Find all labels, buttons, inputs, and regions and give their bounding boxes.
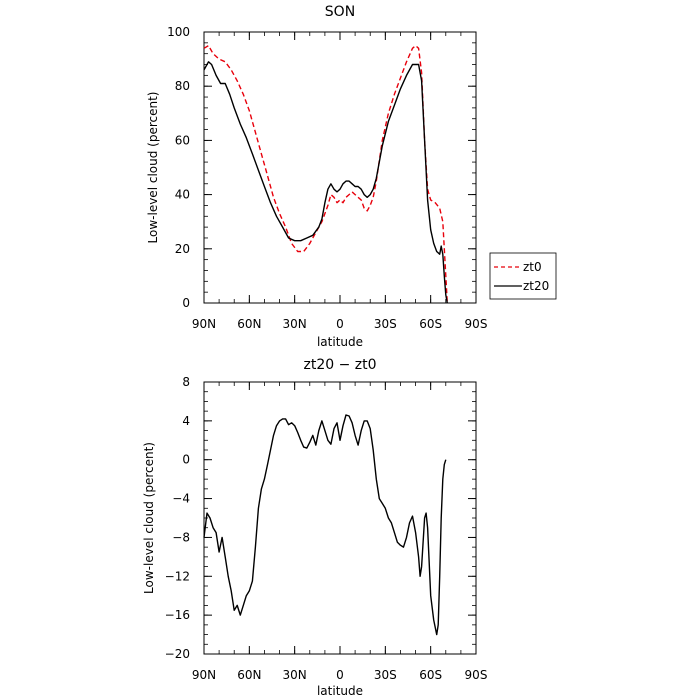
panel-top: SON 90N 60N 30N 0 30S 60S 90S 0 20 40 60 80 100 lati… xyxy=(146,4,557,349)
x-tick-label-bottom: 60N xyxy=(237,668,261,682)
x-tick-label-bottom: 60S xyxy=(419,668,442,682)
y-tick-label-bottom: −4 xyxy=(172,492,190,506)
x-tick-label-bottom: 90N xyxy=(192,668,216,682)
x-tick-label-bottom: 90S xyxy=(465,668,488,682)
panel-bottom: zt20 − zt0 90N 60N 30N 0 30S 60S 90S −20 −16 −12 −… xyxy=(142,357,487,698)
y-tick-label-top: 20 xyxy=(175,242,190,256)
chart-title-top: SON xyxy=(325,4,355,20)
plot-frame-bottom xyxy=(203,381,477,655)
x-tick-label-top: 0 xyxy=(336,317,344,331)
x-tick-label-bottom: 30N xyxy=(283,668,307,682)
legend-box xyxy=(489,252,557,300)
legend-label-zt0: zt0 xyxy=(523,260,542,274)
x-axis-label-top: latitude xyxy=(317,335,363,349)
x-tick-label-top: 30N xyxy=(283,317,307,331)
y-tick-label-bottom: −20 xyxy=(165,647,190,661)
x-tick-label-top: 60N xyxy=(237,317,261,331)
y-tick-label-top: 40 xyxy=(175,188,190,202)
x-axis-label-bottom: latitude xyxy=(317,684,363,698)
y-tick-label-top: 80 xyxy=(175,79,190,93)
x-tick-label-bottom: 30S xyxy=(374,668,397,682)
y-axis-label-bottom: Low-level cloud (percent) xyxy=(142,442,156,594)
x-tick-label-top: 90N xyxy=(192,317,216,331)
y-tick-label-bottom: 4 xyxy=(182,414,190,428)
legend-label-zt20: zt20 xyxy=(523,279,549,293)
ticks-bottom: 90N 60N 30N 0 30S 60S 90S −20 −16 −12 −8 −4 0 4 8 xyxy=(165,375,488,682)
y-tick-label-top: 100 xyxy=(167,25,190,39)
series-group-bottom xyxy=(203,414,447,636)
series-line-zt0 xyxy=(203,44,448,304)
y-tick-label-bottom: −16 xyxy=(165,608,190,622)
series-line-zt20 xyxy=(203,61,448,304)
y-axis-label-top: Low-level cloud (percent) xyxy=(146,92,160,244)
y-tick-label-top: 0 xyxy=(182,296,190,310)
series-line-diff-0 xyxy=(203,414,447,636)
x-tick-label-top: 30S xyxy=(374,317,397,331)
ticks-top: 90N 60N 30N 0 30S 60S 90S 0 20 40 60 80 100 xyxy=(167,25,487,331)
x-tick-label-top: 60S xyxy=(419,317,442,331)
legend: zt0 zt20 xyxy=(489,252,557,300)
x-tick-label-bottom: 0 xyxy=(336,668,344,682)
y-tick-label-bottom: 0 xyxy=(182,453,190,467)
y-tick-label-bottom: 8 xyxy=(182,375,190,389)
y-tick-label-bottom: −12 xyxy=(165,569,190,583)
chart-title-bottom: zt20 − zt0 xyxy=(303,357,376,373)
y-tick-label-bottom: −8 xyxy=(172,530,190,544)
plot-frame-top xyxy=(203,31,477,304)
series-group-top xyxy=(203,44,448,304)
y-tick-label-top: 60 xyxy=(175,133,190,147)
x-tick-label-top: 90S xyxy=(465,317,488,331)
